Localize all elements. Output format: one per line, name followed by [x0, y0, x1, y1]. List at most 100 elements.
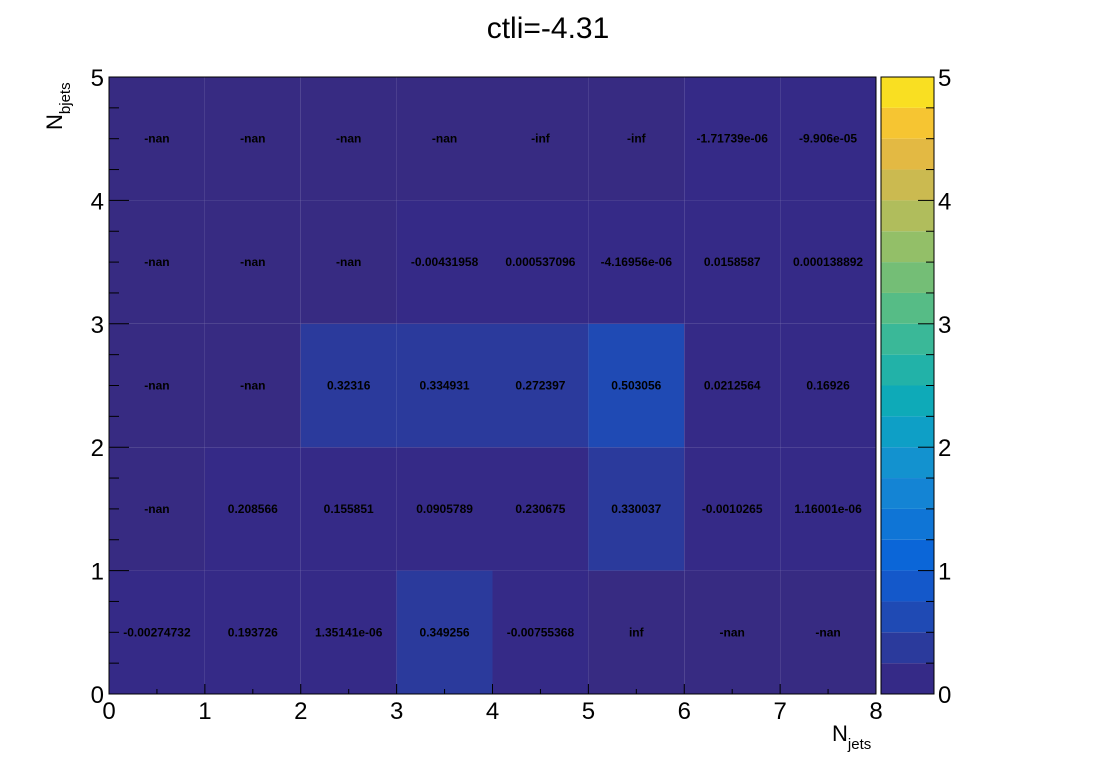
cell-value-label: 0.0905789	[416, 502, 473, 516]
heatmap-cell	[684, 447, 781, 571]
cell-value-label: -nan	[815, 625, 840, 639]
heatmap-cell	[204, 77, 301, 201]
palette-level	[881, 539, 934, 571]
palette-level	[881, 385, 934, 417]
heatmap-cell-labels: -0.00274732 0.193726 1.35141e-06 0.349256 -0…	[123, 132, 863, 640]
cell-value-label: -9.906e-05	[799, 132, 857, 146]
heatmap-cell	[300, 447, 397, 571]
x-tick-label: 8	[869, 698, 882, 725]
z-tick-label: 4	[938, 188, 951, 215]
palette-level	[881, 478, 934, 509]
cell-value-label: 0.0212564	[704, 379, 761, 393]
heatmap-cell	[588, 200, 685, 324]
heatmap-cell	[684, 200, 781, 324]
cell-value-label: -nan	[432, 132, 457, 146]
y-axis-label: Nbjets	[42, 82, 74, 130]
x-tick-label: 3	[390, 698, 403, 725]
palette-level	[881, 77, 934, 108]
cell-value-label: 1.35141e-06	[315, 625, 383, 639]
x-tick-label: 4	[486, 698, 499, 725]
cell-value-label: -0.00431958	[411, 255, 479, 269]
heatmap-cell	[780, 77, 876, 201]
cell-value-label: 0.230675	[515, 502, 565, 516]
cell-value-label: -1.71739e-06	[696, 132, 768, 146]
heatmap-cell	[300, 77, 397, 201]
heatmap-cell	[109, 447, 205, 571]
x-axis-label-main: N	[832, 721, 848, 746]
heatmap-cell	[588, 447, 685, 571]
cell-value-label: 0.16926	[806, 379, 850, 393]
y-tick-label: 2	[91, 435, 104, 462]
cell-value-label: 0.000537096	[505, 255, 575, 269]
cell-value-label: 0.349256	[420, 625, 470, 639]
heatmap-cell	[588, 323, 685, 448]
heatmap-cell	[492, 200, 589, 324]
cell-value-label: 0.330037	[611, 502, 661, 516]
cell-value-label: -nan	[144, 502, 169, 516]
heatmap-cell	[780, 323, 876, 448]
cell-value-label: -4.16956e-06	[601, 255, 673, 269]
cell-value-label: -nan	[240, 379, 265, 393]
heatmap-cells	[109, 77, 876, 694]
cell-value-label: -0.0010265	[702, 502, 763, 516]
x-tick-label: 0	[102, 698, 115, 725]
heatmap-cell	[396, 323, 493, 448]
z-tick-label: 3	[938, 312, 951, 339]
palette-level	[881, 508, 934, 540]
cell-value-label: -nan	[240, 132, 265, 146]
heatmap-cell	[684, 570, 781, 694]
heatmap-cell	[204, 200, 301, 324]
cell-value-label: 0.155851	[324, 502, 374, 516]
heatmap-cell	[300, 200, 397, 324]
y-tick-label: 1	[91, 559, 104, 586]
palette-level	[881, 416, 934, 448]
y-tick-label: 0	[91, 682, 104, 709]
heatmap-cell	[780, 570, 876, 694]
heatmap-cell	[492, 447, 589, 571]
cell-value-label: 0.0158587	[704, 255, 761, 269]
z-tick-label: 1	[938, 559, 951, 586]
cell-value-label: -nan	[336, 255, 361, 269]
cell-value-label: -0.00274732	[123, 625, 191, 639]
heatmap-cell	[396, 570, 493, 694]
palette-level	[881, 570, 934, 602]
heatmap-cell	[396, 200, 493, 324]
cell-value-label: 0.193726	[228, 625, 278, 639]
chart-title: ctli=-4.31	[487, 12, 610, 45]
palette-level	[881, 323, 934, 355]
axis-ticks: 0 1 2 3 4 5 6 7 8 0 1 2 3 4 5 0 1 2 3 4 5	[91, 65, 952, 725]
palette-level	[881, 200, 934, 232]
y-axis-label-sub: bjets	[57, 82, 74, 114]
z-tick-label: 0	[938, 682, 951, 709]
heatmap-cell	[780, 200, 876, 324]
x-tick-label: 1	[198, 698, 211, 725]
heatmap-cell	[492, 323, 589, 448]
heatmap-cell	[204, 447, 301, 571]
cell-value-label: -inf	[531, 132, 551, 146]
x-tick-label: 2	[294, 698, 307, 725]
cell-value-label: -0.00755368	[507, 625, 575, 639]
color-palette-bar	[880, 76, 935, 695]
palette-level	[881, 601, 934, 633]
y-tick-label: 4	[91, 188, 104, 215]
cell-value-label: inf	[629, 625, 645, 639]
heatmap-cell	[204, 323, 301, 448]
cell-value-label: 0.334931	[420, 379, 470, 393]
x-tick-label: 6	[678, 698, 691, 725]
heatmap-cell	[492, 570, 589, 694]
cell-value-label: -nan	[144, 379, 169, 393]
heatmap-cell	[109, 570, 205, 694]
y-axis-label-main: N	[42, 114, 67, 130]
cell-value-label: 0.208566	[228, 502, 278, 516]
heatmap-cell	[684, 77, 781, 201]
x-tick-label: 7	[773, 698, 786, 725]
cell-value-label: 0.503056	[611, 379, 661, 393]
heatmap-cell	[396, 77, 493, 201]
y-tick-label: 5	[91, 65, 104, 92]
x-tick-label: 5	[582, 698, 595, 725]
heatmap-cell	[109, 77, 205, 201]
heatmap-cell	[684, 323, 781, 448]
palette-level	[881, 354, 934, 386]
palette-level	[881, 169, 934, 201]
